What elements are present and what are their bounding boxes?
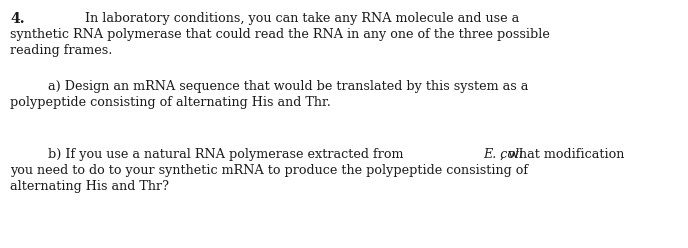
Text: b) If you use a natural RNA polymerase extracted from: b) If you use a natural RNA polymerase e… <box>48 148 407 161</box>
Text: polypeptide consisting of alternating His and Thr.: polypeptide consisting of alternating Hi… <box>10 96 331 109</box>
Text: you need to do to your synthetic mRNA to produce the polypeptide consisting of: you need to do to your synthetic mRNA to… <box>10 164 528 177</box>
Text: E. coli: E. coli <box>483 148 523 161</box>
Text: alternating His and Thr?: alternating His and Thr? <box>10 180 169 193</box>
Text: , what modification: , what modification <box>500 148 625 161</box>
Text: reading frames.: reading frames. <box>10 44 112 57</box>
Text: 4.: 4. <box>10 12 25 26</box>
Text: synthetic RNA polymerase that could read the RNA in any one of the three possibl: synthetic RNA polymerase that could read… <box>10 28 550 41</box>
Text: In laboratory conditions, you can take any RNA molecule and use a: In laboratory conditions, you can take a… <box>85 12 519 25</box>
Text: a) Design an mRNA sequence that would be translated by this system as a: a) Design an mRNA sequence that would be… <box>48 80 528 93</box>
